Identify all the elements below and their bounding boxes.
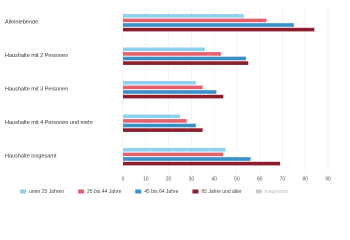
bar <box>123 114 180 119</box>
bar <box>123 157 251 161</box>
category-label: Haushalte mit 3 Personen <box>5 86 68 92</box>
x-tick-label: 0 <box>122 176 125 182</box>
legend-swatch <box>135 189 142 194</box>
chart: 0 10 20 30 40 50 60 70 80 90 Alleinlebende Haushalt… <box>5 8 331 195</box>
legend-swatch <box>192 189 199 194</box>
bar <box>123 14 244 18</box>
legend-swatch <box>255 189 262 194</box>
category-label: Haushalte mit 4 Personen und mehr <box>5 120 93 126</box>
x-tick-label: 90 <box>325 176 331 182</box>
bar <box>123 47 205 52</box>
bar <box>123 27 315 32</box>
bar <box>123 81 196 85</box>
category-label: Haushalte insgesamt <box>5 153 57 159</box>
legend-label[interactable]: 45 bis 64 Jahre <box>144 189 178 195</box>
bar <box>123 56 246 61</box>
bar <box>123 123 196 128</box>
category-label: Haushalte mit 2 Personen <box>5 53 68 59</box>
bar <box>123 128 203 132</box>
bar <box>123 152 224 157</box>
bar <box>123 148 226 152</box>
bar <box>123 119 187 123</box>
x-tick-label: 30 <box>189 176 195 182</box>
x-tick-label: 40 <box>211 176 217 182</box>
page: {"chart_data": {"type": "bar", "orientat… <box>5 8 331 196</box>
x-tick-label: 50 <box>234 176 240 182</box>
legend-label[interactable]: 25 bis 44 Jahre <box>87 189 121 195</box>
legend-swatch <box>20 189 26 194</box>
bar <box>123 94 224 99</box>
x-tick-label: 70 <box>280 176 286 182</box>
x-tick-label: 20 <box>166 176 172 182</box>
bar <box>123 90 217 94</box>
legend-swatch <box>78 189 85 194</box>
bar <box>123 23 294 27</box>
legend-label[interactable]: 65 Jahre und älter <box>201 189 242 195</box>
legend-label[interactable]: unter 25 Jahren <box>29 189 64 195</box>
x-tick-label: 60 <box>257 176 263 182</box>
bar <box>123 61 249 65</box>
bar <box>123 85 203 90</box>
bar <box>123 18 267 23</box>
legend-label[interactable]: Insgesamt <box>265 189 289 195</box>
bar <box>123 52 221 56</box>
bar <box>123 161 281 166</box>
x-tick-label: 10 <box>143 176 149 182</box>
category-label: Alleinlebende <box>5 19 38 25</box>
x-tick-label: 80 <box>302 176 308 182</box>
